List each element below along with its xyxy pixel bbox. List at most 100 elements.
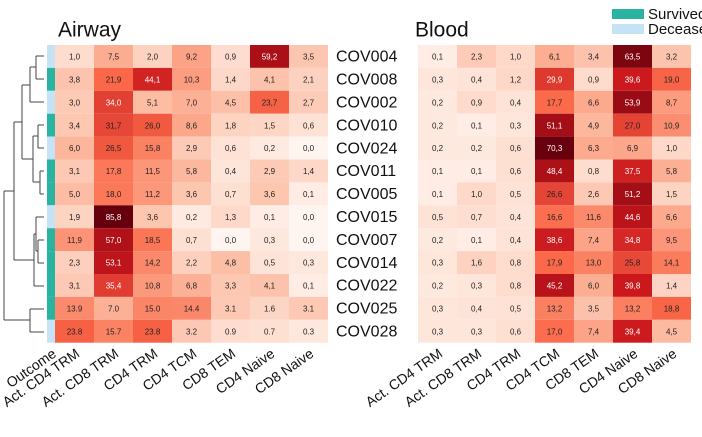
heat-cell xyxy=(133,159,172,183)
heat-cell xyxy=(250,45,289,68)
cell-label: 48,4 xyxy=(547,167,563,176)
heat-cell xyxy=(94,251,133,274)
heat-cell xyxy=(289,45,328,68)
heat-cell xyxy=(211,90,250,114)
cell-label: 0,9 xyxy=(471,98,483,107)
heat-cell xyxy=(94,319,133,343)
outcome-cell xyxy=(47,67,55,91)
heat-cell xyxy=(211,45,250,68)
heat-cell xyxy=(574,182,613,206)
cell-label: 1,4 xyxy=(225,75,237,84)
heat-cell xyxy=(496,67,535,91)
cell-label: 0,9 xyxy=(225,53,237,62)
heat-cell xyxy=(496,319,535,343)
cell-label: 5,8 xyxy=(186,167,198,176)
heat-cell xyxy=(55,113,94,137)
cell-label: 9,2 xyxy=(186,53,198,62)
cell-label: 0,2 xyxy=(264,144,276,153)
cell-label: 45,2 xyxy=(547,282,563,291)
heat-cell xyxy=(613,67,652,91)
heat-cell xyxy=(133,136,172,160)
cell-label: 0,4 xyxy=(510,236,522,245)
cell-label: 1,8 xyxy=(225,121,237,130)
row-label: COV007 xyxy=(336,232,397,249)
cell-label: 8,7 xyxy=(666,98,678,107)
cell-label: 6,0 xyxy=(588,282,600,291)
cell-label: 2,7 xyxy=(303,98,315,107)
heat-cell xyxy=(55,296,94,320)
cell-label: 63,5 xyxy=(625,53,641,62)
heat-cell xyxy=(211,319,250,343)
heat-cell xyxy=(133,90,172,114)
cell-label: 4,1 xyxy=(264,282,276,291)
outcome-cell xyxy=(47,228,55,252)
heat-cell xyxy=(211,159,250,183)
heat-cell xyxy=(289,228,328,252)
heat-cell xyxy=(613,205,652,229)
cell-label: 6,1 xyxy=(549,53,561,62)
cell-label: 2,9 xyxy=(186,144,198,153)
cell-label: 8,6 xyxy=(186,121,198,130)
heat-cell xyxy=(652,113,691,137)
cell-label: 2,6 xyxy=(588,190,600,199)
heat-cell xyxy=(172,319,211,343)
heat-cell xyxy=(55,319,94,343)
cell-label: 1,0 xyxy=(666,144,678,153)
cell-label: 3,1 xyxy=(69,282,81,291)
heat-cell xyxy=(94,159,133,183)
heat-cell xyxy=(496,228,535,252)
row-label: COV008 xyxy=(336,72,397,89)
cell-label: 0,0 xyxy=(303,213,315,222)
cell-label: 6,3 xyxy=(588,144,600,153)
heat-cell xyxy=(652,45,691,68)
cell-label: 0.9 xyxy=(225,327,237,336)
cell-label: 0,3 xyxy=(432,75,444,84)
heat-cell xyxy=(613,90,652,114)
heat-cell xyxy=(613,251,652,274)
heat-cell xyxy=(574,274,613,297)
cell-label: 5,1 xyxy=(147,98,159,107)
cell-label: 2,2 xyxy=(186,259,198,268)
heat-cell xyxy=(289,274,328,297)
cell-label: 15,8 xyxy=(145,144,161,153)
cell-label: 0,0 xyxy=(303,144,315,153)
heat-cell xyxy=(418,205,457,229)
cell-label: 7,5 xyxy=(108,53,120,62)
legend-label: Deceased xyxy=(648,21,702,38)
heat-cell xyxy=(613,228,652,252)
cell-label: 1,5 xyxy=(264,121,276,130)
cell-label: 7,0 xyxy=(186,98,198,107)
cell-label: 51,2 xyxy=(625,190,641,199)
cell-label: 1,0 xyxy=(471,190,483,199)
cell-label: 70,3 xyxy=(547,144,563,153)
heat-cell xyxy=(418,45,457,68)
cell-label: 1,6 xyxy=(471,259,483,268)
cell-label: 0,0 xyxy=(303,236,315,245)
cell-label: 7.0 xyxy=(108,304,120,313)
heat-cell xyxy=(457,90,496,114)
heat-cell xyxy=(574,67,613,91)
cell-label: 0,2 xyxy=(432,236,444,245)
cell-label: 15.7 xyxy=(106,327,122,336)
heat-cell xyxy=(211,136,250,160)
heat-cell xyxy=(418,251,457,274)
cell-label: 3,1 xyxy=(69,167,81,176)
row-label: COV015 xyxy=(336,209,397,226)
legend-label: Survived xyxy=(648,6,702,23)
cell-label: 23.8 xyxy=(145,327,161,336)
heat-cell xyxy=(289,90,328,114)
heat-cell xyxy=(613,113,652,137)
cell-label: 16,6 xyxy=(547,213,563,222)
cell-label: 53,1 xyxy=(106,259,122,268)
outcome-cell xyxy=(47,319,55,343)
cell-label: 26,5 xyxy=(106,144,122,153)
heat-cell xyxy=(613,182,652,206)
heat-cell xyxy=(172,182,211,206)
heat-cell xyxy=(94,136,133,160)
heat-cell xyxy=(133,319,172,343)
cell-label: 3,6 xyxy=(147,213,159,222)
heat-cell xyxy=(457,251,496,274)
panel-title: Airway xyxy=(58,19,122,42)
heat-cell xyxy=(289,182,328,206)
cell-label: 3.2 xyxy=(186,327,198,336)
